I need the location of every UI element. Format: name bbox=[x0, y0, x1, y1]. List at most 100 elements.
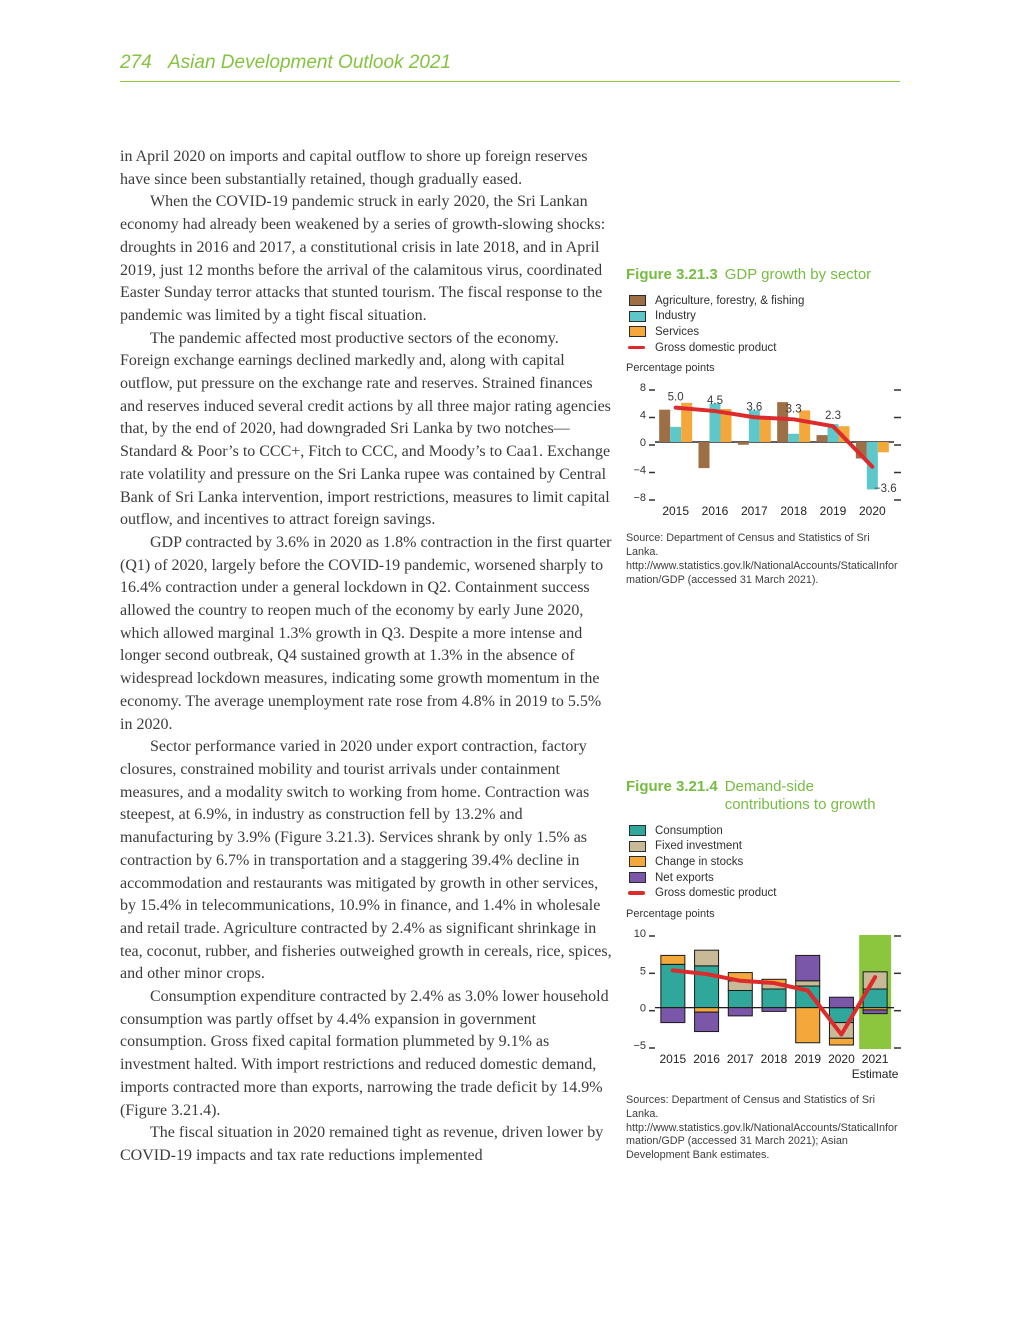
y-tick-label: 0 bbox=[640, 1003, 646, 1015]
gdp-point-label: 4.5 bbox=[707, 395, 723, 407]
page-number: 274 bbox=[120, 52, 152, 73]
estimate-label: Estimate bbox=[852, 1067, 899, 1081]
figure-gdp-growth-by-sector: Figure 3.21.3 GDP growth by sector Agric… bbox=[626, 266, 902, 588]
paragraph: in April 2020 on imports and capital out… bbox=[120, 148, 588, 188]
figure-title: Figure 3.21.4 Demand-side contributions … bbox=[626, 778, 902, 814]
bar bbox=[670, 427, 682, 443]
stacked-bar-segment bbox=[660, 1007, 686, 1024]
y-tick-label: −8 bbox=[633, 492, 646, 504]
gdp-point-label: 3.3 bbox=[786, 404, 802, 416]
figure-name: Demand-side contributions to growth bbox=[724, 778, 876, 813]
stacked-bar-segment bbox=[727, 1007, 753, 1017]
gdp-point-label: 5.0 bbox=[668, 392, 684, 404]
bar bbox=[681, 403, 693, 443]
stacked-bar-segment bbox=[694, 1011, 720, 1033]
stacked-bar-segment bbox=[795, 954, 821, 982]
stacked-bar-segment bbox=[660, 954, 686, 965]
legend-line-swatch bbox=[628, 345, 645, 350]
paragraph: Consumption expenditure contracted by 2.… bbox=[120, 988, 609, 1119]
legend-line-swatch bbox=[628, 891, 645, 895]
paragraph: The fiscal situation in 2020 remained ti… bbox=[120, 1124, 604, 1164]
x-axis-label: 2018 bbox=[761, 1052, 788, 1066]
legend-swatch bbox=[629, 872, 646, 884]
stacked-bar-segment bbox=[795, 980, 821, 987]
x-axis-label: 2021 bbox=[862, 1052, 889, 1066]
bar bbox=[659, 410, 671, 443]
bar bbox=[855, 442, 867, 459]
y-tick-label: −5 bbox=[633, 1040, 646, 1052]
stacked-bar-segment bbox=[828, 996, 854, 1009]
stacked-bar-segment bbox=[828, 1037, 854, 1046]
figure-source: Sources: Department of Census and Statis… bbox=[626, 1093, 898, 1162]
legend-swatch bbox=[629, 840, 646, 852]
stacked-bar-segment bbox=[795, 1007, 821, 1044]
paragraph: When the COVID-19 pandemic struck in ear… bbox=[120, 193, 606, 324]
bar bbox=[698, 442, 710, 469]
legend-label: Fixed investment bbox=[655, 840, 742, 853]
figure-title: Figure 3.21.3 GDP growth by sector bbox=[626, 266, 902, 284]
stacked-bar-segment bbox=[727, 989, 753, 1009]
x-axis-label: 2017 bbox=[741, 504, 768, 518]
legend-item: Gross domestic product bbox=[626, 885, 902, 901]
legend-label: Gross domestic product bbox=[655, 341, 777, 354]
legend-item: Services bbox=[626, 324, 902, 340]
legend-item: Change in stocks bbox=[626, 854, 902, 870]
x-axis-label: 2020 bbox=[859, 504, 886, 518]
stacked-bar-segment bbox=[862, 1009, 888, 1015]
gdp-growth-by-sector-chart: 8 4 0 −4 −8 5.0 4.5 3.6 3.3 2.3 −3.6 2015 2016 2017 20… bbox=[633, 382, 901, 518]
legend-swatch bbox=[629, 310, 646, 322]
legend-label: Industry bbox=[655, 310, 696, 323]
publication-title: Asian Development Outlook 2021 bbox=[168, 52, 452, 73]
y-tick-label: 4 bbox=[640, 410, 646, 422]
y-tick-label: 5 bbox=[640, 965, 646, 977]
figure-label: Figure 3.21.4 bbox=[626, 778, 718, 795]
legend-item: Net exports bbox=[626, 870, 902, 886]
legend-label: Consumption bbox=[655, 824, 723, 837]
bar bbox=[709, 403, 721, 443]
legend-item: Consumption bbox=[626, 823, 902, 839]
legend: Agriculture, forestry, & fishing Industry… bbox=[626, 293, 902, 355]
legend-item: Agriculture, forestry, & fishing bbox=[626, 293, 902, 309]
legend-label: Agriculture, forestry, & fishing bbox=[655, 294, 805, 307]
legend-item: Fixed investment bbox=[626, 839, 902, 855]
bar bbox=[737, 442, 749, 446]
bar bbox=[877, 442, 889, 453]
y-tick-label: 10 bbox=[634, 928, 646, 940]
y-tick-label: 0 bbox=[640, 437, 646, 449]
x-axis-label: 2016 bbox=[702, 504, 729, 518]
body-text-column: in April 2020 on imports and capital out… bbox=[120, 146, 612, 1168]
gdp-point-label: 2.3 bbox=[825, 411, 841, 423]
x-axis-label: 2018 bbox=[780, 504, 807, 518]
legend-label: Services bbox=[655, 325, 700, 338]
x-axis-label: 2020 bbox=[828, 1052, 855, 1066]
paragraph: The pandemic affected most productive se… bbox=[120, 329, 611, 529]
axis-unit-label: Percentage points bbox=[626, 907, 715, 920]
stacked-bar-segment bbox=[694, 1007, 720, 1013]
x-axis-label: 2015 bbox=[660, 1052, 687, 1066]
x-axis-label: 2019 bbox=[794, 1052, 821, 1066]
legend-item: Gross domestic product bbox=[626, 340, 902, 356]
figure-label: Figure 3.21.3 bbox=[626, 266, 718, 283]
legend-label: Net exports bbox=[655, 871, 714, 884]
x-axis-label: 2016 bbox=[693, 1052, 720, 1066]
gdp-line bbox=[670, 968, 878, 1037]
legend: Consumption Fixed investment Change in sto… bbox=[626, 823, 902, 901]
gdp-line bbox=[673, 406, 875, 470]
header-rule bbox=[120, 81, 900, 82]
bar bbox=[788, 434, 800, 443]
bar bbox=[748, 410, 760, 443]
legend-swatch bbox=[629, 856, 646, 868]
legend-item: Industry bbox=[626, 309, 902, 325]
bar bbox=[816, 435, 828, 443]
stacked-bar-segment bbox=[761, 1007, 787, 1012]
bar bbox=[777, 402, 789, 443]
paragraph: GDP contracted by 3.6% in 2020 as 1.8% c… bbox=[120, 533, 612, 733]
bar bbox=[827, 424, 839, 443]
bar bbox=[838, 426, 850, 443]
figure-source: Source: Department of Census and Statist… bbox=[626, 532, 898, 586]
bar bbox=[799, 410, 811, 443]
bar bbox=[720, 409, 732, 443]
legend-swatch bbox=[629, 295, 646, 307]
y-tick-label: 8 bbox=[640, 382, 646, 394]
